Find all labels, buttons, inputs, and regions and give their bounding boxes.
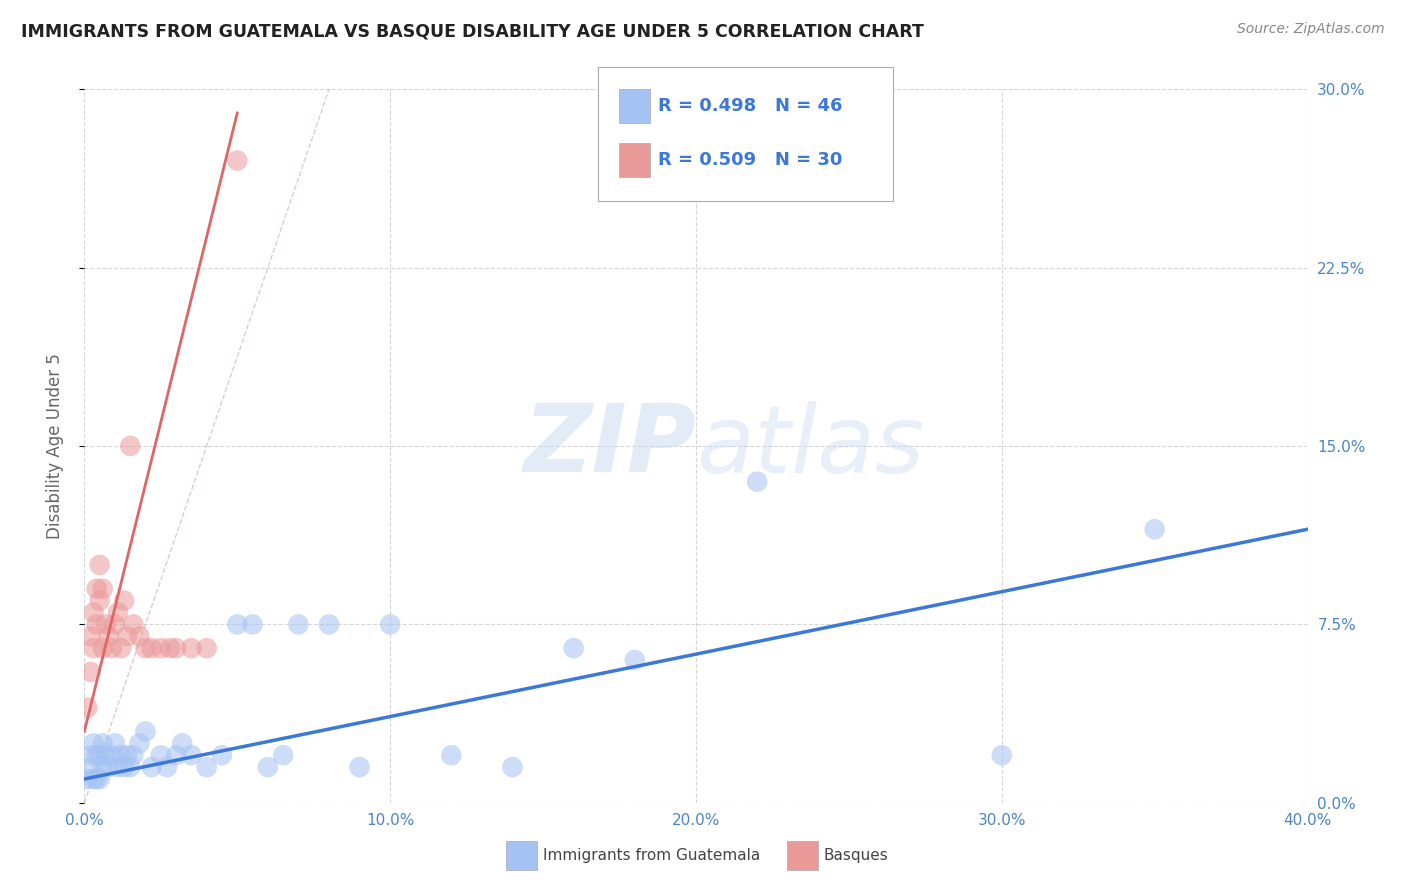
Text: Immigrants from Guatemala: Immigrants from Guatemala <box>543 848 761 863</box>
Point <box>79 629 101 643</box>
Point <box>91 582 114 596</box>
Point <box>89 772 111 786</box>
Point <box>79 748 101 763</box>
Text: atlas: atlas <box>696 401 924 491</box>
Point <box>89 558 111 572</box>
Point <box>94 617 117 632</box>
Text: Source: ZipAtlas.com: Source: ZipAtlas.com <box>1237 22 1385 37</box>
Point <box>91 736 114 750</box>
Point <box>120 760 142 774</box>
Point <box>83 736 105 750</box>
Y-axis label: Disability Age Under 5: Disability Age Under 5 <box>45 353 63 539</box>
Point <box>101 748 124 763</box>
Text: R = 0.509   N = 30: R = 0.509 N = 30 <box>658 151 842 169</box>
Point <box>76 772 98 786</box>
Point <box>380 617 402 632</box>
Point <box>97 760 120 774</box>
Point <box>112 760 135 774</box>
Point <box>122 748 145 763</box>
Point <box>226 153 249 168</box>
Point <box>502 760 524 774</box>
Point <box>287 617 309 632</box>
Point <box>91 760 114 774</box>
Point <box>89 593 111 607</box>
Point <box>110 748 132 763</box>
Point <box>76 700 98 714</box>
Point <box>115 748 138 763</box>
Point <box>562 641 585 656</box>
Point <box>91 641 114 656</box>
Point <box>318 617 340 632</box>
Point <box>86 582 108 596</box>
Point <box>107 760 129 774</box>
Point <box>107 606 129 620</box>
Point <box>101 641 124 656</box>
Point <box>135 641 157 656</box>
Point <box>120 439 142 453</box>
Point <box>128 629 150 643</box>
Point <box>165 748 187 763</box>
Point <box>141 641 163 656</box>
Point <box>211 748 233 763</box>
Point <box>180 748 202 763</box>
Text: R = 0.498   N = 46: R = 0.498 N = 46 <box>658 97 842 115</box>
Point <box>257 760 280 774</box>
Point <box>86 617 108 632</box>
Point <box>97 629 120 643</box>
Point <box>115 629 138 643</box>
Point <box>180 641 202 656</box>
Point <box>89 748 111 763</box>
Point <box>141 760 163 774</box>
Point <box>195 641 218 656</box>
Point <box>94 748 117 763</box>
Point <box>104 736 127 750</box>
Point <box>83 641 105 656</box>
Point <box>165 641 187 656</box>
Point <box>104 617 127 632</box>
Point <box>747 475 769 489</box>
Point <box>110 641 132 656</box>
Point <box>349 760 371 774</box>
Point <box>156 760 179 774</box>
Text: IMMIGRANTS FROM GUATEMALA VS BASQUE DISABILITY AGE UNDER 5 CORRELATION CHART: IMMIGRANTS FROM GUATEMALA VS BASQUE DISA… <box>21 22 924 40</box>
Point <box>624 653 647 667</box>
Text: Basques: Basques <box>824 848 889 863</box>
Point <box>86 748 108 763</box>
Point <box>1143 522 1166 536</box>
Point <box>135 724 157 739</box>
Point <box>242 617 264 632</box>
Point <box>79 760 101 774</box>
Point <box>128 736 150 750</box>
Point <box>83 606 105 620</box>
Point <box>83 772 105 786</box>
Text: ZIP: ZIP <box>523 400 696 492</box>
Point <box>991 748 1014 763</box>
Point <box>112 593 135 607</box>
Point <box>79 665 101 679</box>
Point <box>159 641 181 656</box>
Point <box>440 748 463 763</box>
Point <box>195 760 218 774</box>
Point <box>172 736 194 750</box>
Point <box>226 617 249 632</box>
Point <box>86 772 108 786</box>
Point <box>271 748 294 763</box>
Point <box>122 617 145 632</box>
Point <box>149 748 172 763</box>
Point <box>149 641 172 656</box>
